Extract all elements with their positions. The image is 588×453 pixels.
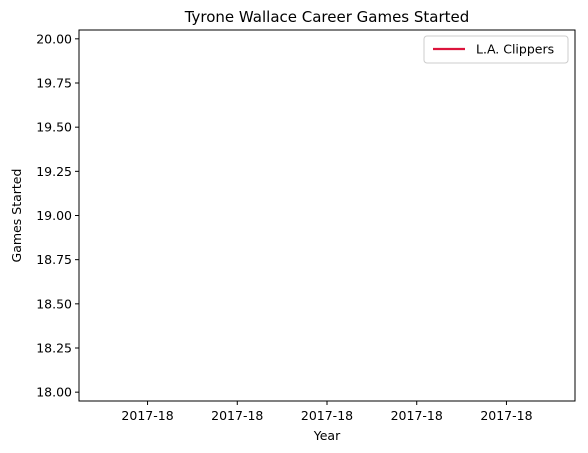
y-axis-label: Games Started: [9, 169, 24, 263]
y-tick-label: 18.25: [36, 341, 72, 356]
x-tick-label: 2017-18: [301, 408, 353, 423]
legend-label-la-clippers: L.A. Clippers: [476, 42, 554, 57]
legend: L.A. Clippers: [423, 35, 569, 64]
y-tick-label: 18.75: [36, 252, 72, 267]
y-tick-label: 19.50: [36, 120, 72, 135]
x-tick-label: 2017-18: [121, 408, 173, 423]
x-tick-label: 2017-18: [391, 408, 443, 423]
x-axis-label: Year: [313, 428, 341, 443]
x-tick-label: 2017-18: [211, 408, 263, 423]
x-axis: 2017-18 2017-18 2017-18 2017-18 2017-18: [121, 401, 533, 423]
y-tick-label: 19.75: [36, 76, 72, 91]
y-axis: 18.00 18.25 18.50 18.75 19.00 19.25 19.50 19.75…: [36, 31, 79, 400]
plot-area: [78, 29, 576, 402]
y-tick-label: 18.00: [36, 385, 72, 400]
legend-box: [423, 35, 569, 64]
y-tick-label: 18.50: [36, 296, 72, 311]
y-tick-label: 19.25: [36, 164, 72, 179]
x-tick-label: 2017-18: [480, 408, 532, 423]
y-tick-label: 19.00: [36, 208, 72, 223]
y-tick-label: 20.00: [36, 31, 72, 46]
chart-title: Tyrone Wallace Career Games Started: [184, 8, 470, 26]
